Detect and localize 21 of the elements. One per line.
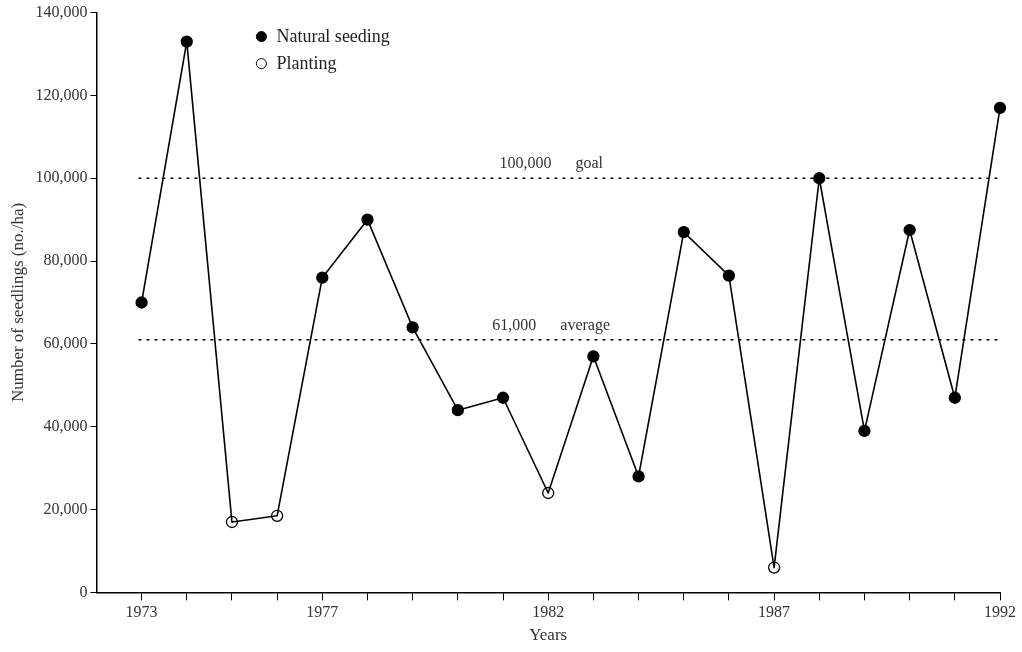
y-tick-label: 140,000: [35, 2, 88, 20]
y-tick-label: 60,000: [43, 334, 88, 352]
ref-line-label: 100,000 goal: [499, 154, 604, 173]
point: [993, 101, 1007, 114]
y-tick-label: 120,000: [35, 85, 88, 103]
y-axis-title: Number of seedlings (no./ha): [7, 202, 27, 403]
y-tick-label: 100,000: [35, 168, 88, 186]
legend-label: Natural seeding: [276, 26, 390, 47]
y-tick-label: 80,000: [43, 251, 88, 269]
x-tick-label: 1992: [984, 603, 1016, 621]
y-tick-label: 40,000: [43, 416, 88, 434]
x-tick-label: 1973: [125, 603, 158, 621]
ref-line-label: 61,000 average: [492, 315, 611, 334]
y-tick-label: 0: [79, 582, 88, 600]
legend-label: Planting: [276, 53, 337, 74]
x-tick-label: 1987: [758, 603, 791, 621]
point: [135, 296, 148, 309]
x-tick-label: 1982: [532, 603, 565, 621]
x-axis-title: Years: [529, 625, 568, 645]
y-tick-label: 20,000: [43, 499, 88, 517]
x-tick-label: 1977: [306, 603, 339, 621]
